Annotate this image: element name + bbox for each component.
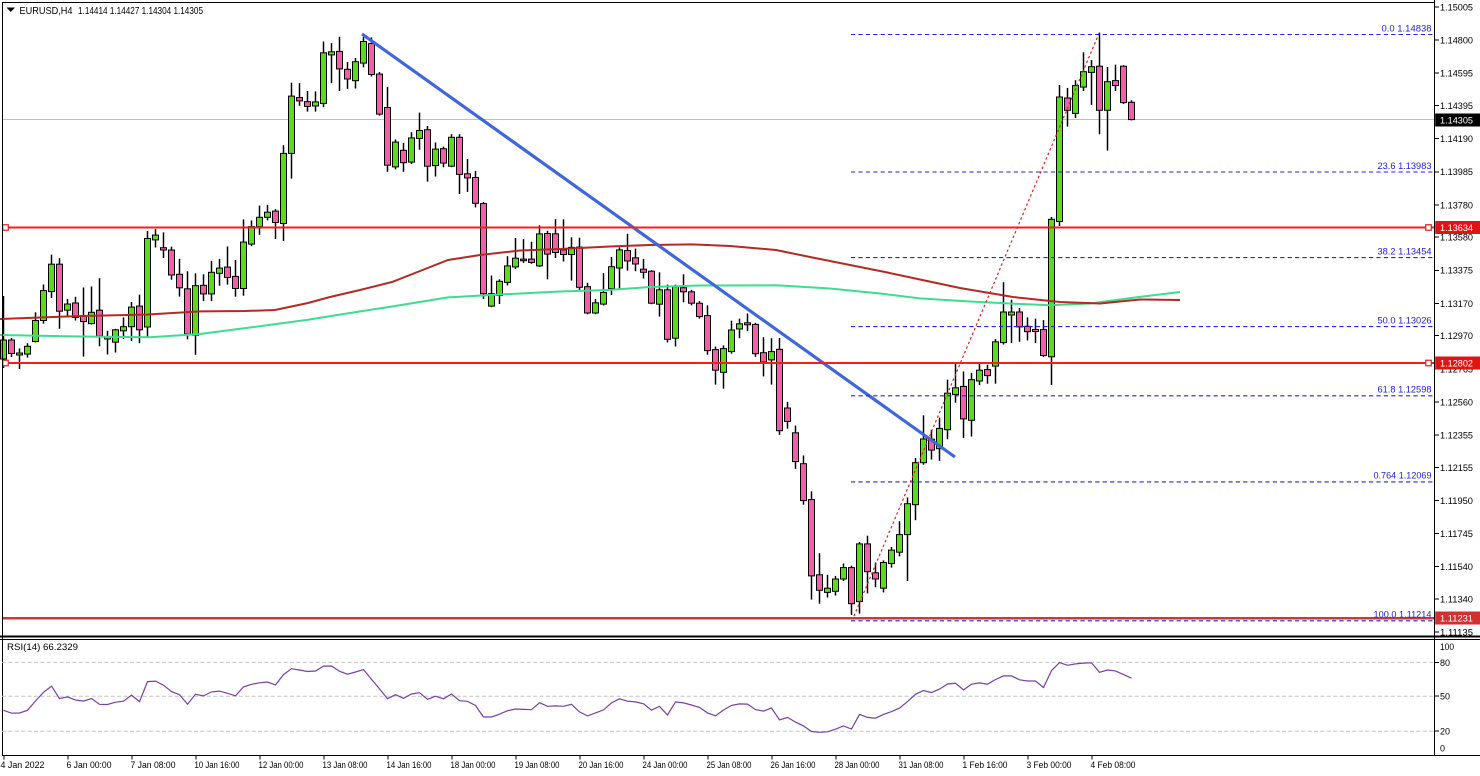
svg-text:100: 100 [1440, 642, 1454, 653]
svg-text:50: 50 [1440, 692, 1450, 703]
svg-text:1 Feb 16:00: 1 Feb 16:00 [963, 760, 1008, 771]
svg-text:1.13580: 1.13580 [1440, 233, 1473, 244]
svg-text:14 Jan 16:00: 14 Jan 16:00 [387, 760, 432, 771]
svg-text:1.14595: 1.14595 [1440, 69, 1473, 80]
svg-text:1.11745: 1.11745 [1440, 529, 1473, 540]
svg-text:20 Jan 16:00: 20 Jan 16:00 [579, 760, 624, 771]
svg-text:25 Jan 08:00: 25 Jan 08:00 [707, 760, 752, 771]
svg-text:7 Jan 08:00: 7 Jan 08:00 [131, 760, 176, 771]
svg-text:1.11950: 1.11950 [1440, 496, 1473, 507]
svg-text:19 Jan 08:00: 19 Jan 08:00 [515, 760, 560, 771]
svg-text:26 Jan 16:00: 26 Jan 16:00 [771, 760, 816, 771]
svg-text:18 Jan 00:00: 18 Jan 00:00 [451, 760, 496, 771]
svg-text:12 Jan 00:00: 12 Jan 00:00 [259, 760, 304, 771]
svg-text:1.14395: 1.14395 [1440, 101, 1473, 112]
svg-text:0: 0 [1440, 744, 1445, 755]
svg-text:1.13780: 1.13780 [1440, 200, 1473, 211]
svg-text:61.8 1.12598: 61.8 1.12598 [1378, 385, 1432, 396]
svg-text:1.14800: 1.14800 [1440, 36, 1473, 47]
svg-text:4 Jan 2022: 4 Jan 2022 [1, 760, 45, 771]
svg-text:1.14190: 1.14190 [1440, 134, 1473, 145]
svg-text:20: 20 [1440, 727, 1450, 738]
svg-text:1.11540: 1.11540 [1440, 562, 1473, 573]
svg-text:31 Jan 08:00: 31 Jan 08:00 [899, 760, 944, 771]
svg-text:50.0 1.13026: 50.0 1.13026 [1378, 315, 1432, 326]
svg-text:1.11340: 1.11340 [1440, 594, 1473, 605]
svg-text:80: 80 [1440, 658, 1450, 669]
svg-text:1.11135: 1.11135 [1440, 628, 1473, 639]
svg-text:1.11231: 1.11231 [1440, 613, 1473, 624]
svg-text:EURUSD,H4: EURUSD,H4 [20, 5, 73, 17]
svg-text:1.15005: 1.15005 [1440, 2, 1473, 13]
svg-text:1.12802: 1.12802 [1440, 358, 1473, 369]
svg-text:1.12560: 1.12560 [1440, 397, 1473, 408]
svg-text:100.0 1.11214: 100.0 1.11214 [1374, 610, 1432, 621]
svg-text:38.2 1.13454: 38.2 1.13454 [1378, 246, 1432, 257]
svg-text:28 Jan 00:00: 28 Jan 00:00 [835, 760, 880, 771]
svg-text:4 Feb 08:00: 4 Feb 08:00 [1091, 760, 1136, 771]
svg-text:1.13985: 1.13985 [1440, 167, 1473, 178]
svg-text:0.0 1.14838: 0.0 1.14838 [1382, 23, 1432, 34]
svg-text:1.13634: 1.13634 [1440, 223, 1473, 234]
svg-text:1.12765: 1.12765 [1440, 364, 1473, 375]
svg-text:23.6 1.13983: 23.6 1.13983 [1378, 161, 1432, 172]
svg-text:1.14305: 1.14305 [1440, 115, 1473, 126]
svg-text:6 Jan 00:00: 6 Jan 00:00 [67, 760, 112, 771]
svg-text:13 Jan 08:00: 13 Jan 08:00 [323, 760, 368, 771]
svg-text:1.12355: 1.12355 [1440, 431, 1473, 442]
svg-text:1.14414 1.14427 1.14304 1.1430: 1.14414 1.14427 1.14304 1.14305 [78, 5, 203, 17]
svg-text:10 Jan 16:00: 10 Jan 16:00 [195, 760, 240, 771]
svg-text:3 Feb 00:00: 3 Feb 00:00 [1027, 760, 1072, 771]
svg-text:1.13170: 1.13170 [1440, 299, 1473, 310]
svg-text:1.12155: 1.12155 [1440, 463, 1473, 474]
svg-text:RSI(14) 66.2329: RSI(14) 66.2329 [7, 642, 78, 653]
svg-text:24 Jan 00:00: 24 Jan 00:00 [643, 760, 688, 771]
svg-text:0.764 1.12069: 0.764 1.12069 [1374, 471, 1432, 482]
svg-text:1.13375: 1.13375 [1440, 266, 1473, 277]
svg-text:1.12970: 1.12970 [1440, 331, 1473, 342]
